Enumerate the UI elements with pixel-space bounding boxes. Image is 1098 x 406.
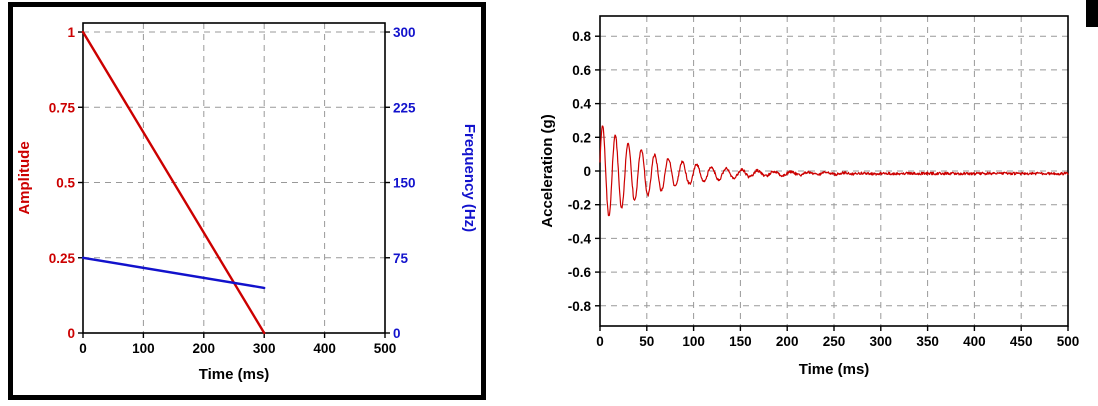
y-tick-label: -0.2 (568, 198, 591, 213)
y-tick-label: 0.8 (572, 29, 591, 44)
y-tick-label: -0.4 (568, 231, 592, 246)
x-tick-label: 0 (596, 334, 604, 349)
right-tick-label: 75 (393, 251, 409, 266)
x-tick-label: 150 (729, 334, 752, 349)
right-tick-label: 150 (393, 176, 416, 191)
screenshot-edge-artifact (1086, 0, 1098, 27)
plot-border (82, 22, 386, 334)
y-tick-label: 0.6 (572, 63, 591, 78)
x-tick-label: 100 (132, 341, 155, 356)
acceleration-figure: 0 50 100 150 200 250 300 350 400 450 500 -0.8 -0.6 -0… (538, 0, 1090, 406)
x-tick-label: 50 (639, 334, 654, 349)
x-tick-label: 400 (313, 341, 336, 356)
right-axis-title: Frequency (Hz) (461, 124, 478, 232)
y-tick-label: -0.6 (568, 265, 592, 280)
acceleration-chart: 0 50 100 150 200 250 300 350 400 450 500 -0.8 -0.6 -0… (539, 15, 1080, 378)
left-tick-label: 0.75 (49, 100, 76, 115)
y-tick-label: -0.8 (568, 299, 592, 314)
left-tick-label: 0 (67, 326, 75, 341)
left-tick-label: 0.5 (56, 176, 75, 191)
x-tick-label: 400 (963, 334, 986, 349)
x-tick-label: 300 (870, 334, 893, 349)
right-tick-label: 0 (393, 326, 401, 341)
x-tick-label: 300 (253, 341, 276, 356)
y-tick-label: 0.4 (572, 97, 591, 112)
x-tick-label: 100 (682, 334, 705, 349)
y-tick-label: 0.2 (572, 130, 591, 145)
acceleration-trace (599, 125, 1069, 217)
series-frequency-line (81, 256, 266, 290)
x-tick-label: 200 (776, 334, 799, 349)
right-tick-label: 225 (393, 100, 416, 115)
right-tick-label: 300 (393, 25, 416, 40)
x-axis-title: Time (ms) (199, 366, 270, 383)
left-tick-label: 0.25 (49, 251, 76, 266)
x-tick-label: 500 (1057, 334, 1080, 349)
x-tick-label: 250 (823, 334, 846, 349)
y-tick-label: 0 (583, 164, 591, 179)
left-axis-title: Amplitude (16, 141, 33, 214)
x-axis-title: Time (ms) (799, 361, 870, 378)
x-tick-label: 500 (374, 341, 397, 356)
x-tick-label: 200 (193, 341, 216, 356)
sweep-definition-chart: 0 100 200 300 400 50000.250.50.75107515022530… (16, 22, 478, 383)
sweep-definition-figure: 0 100 200 300 400 500 0 0.25 0.5 0.75 1 0 75 150 225 30… (8, 2, 486, 400)
x-tick-label: 450 (1010, 334, 1033, 349)
x-tick-label: 0 (79, 341, 87, 356)
x-tick-label: 350 (916, 334, 939, 349)
left-tick-label: 1 (67, 25, 75, 40)
y-axis-title: Acceleration (g) (539, 114, 556, 227)
